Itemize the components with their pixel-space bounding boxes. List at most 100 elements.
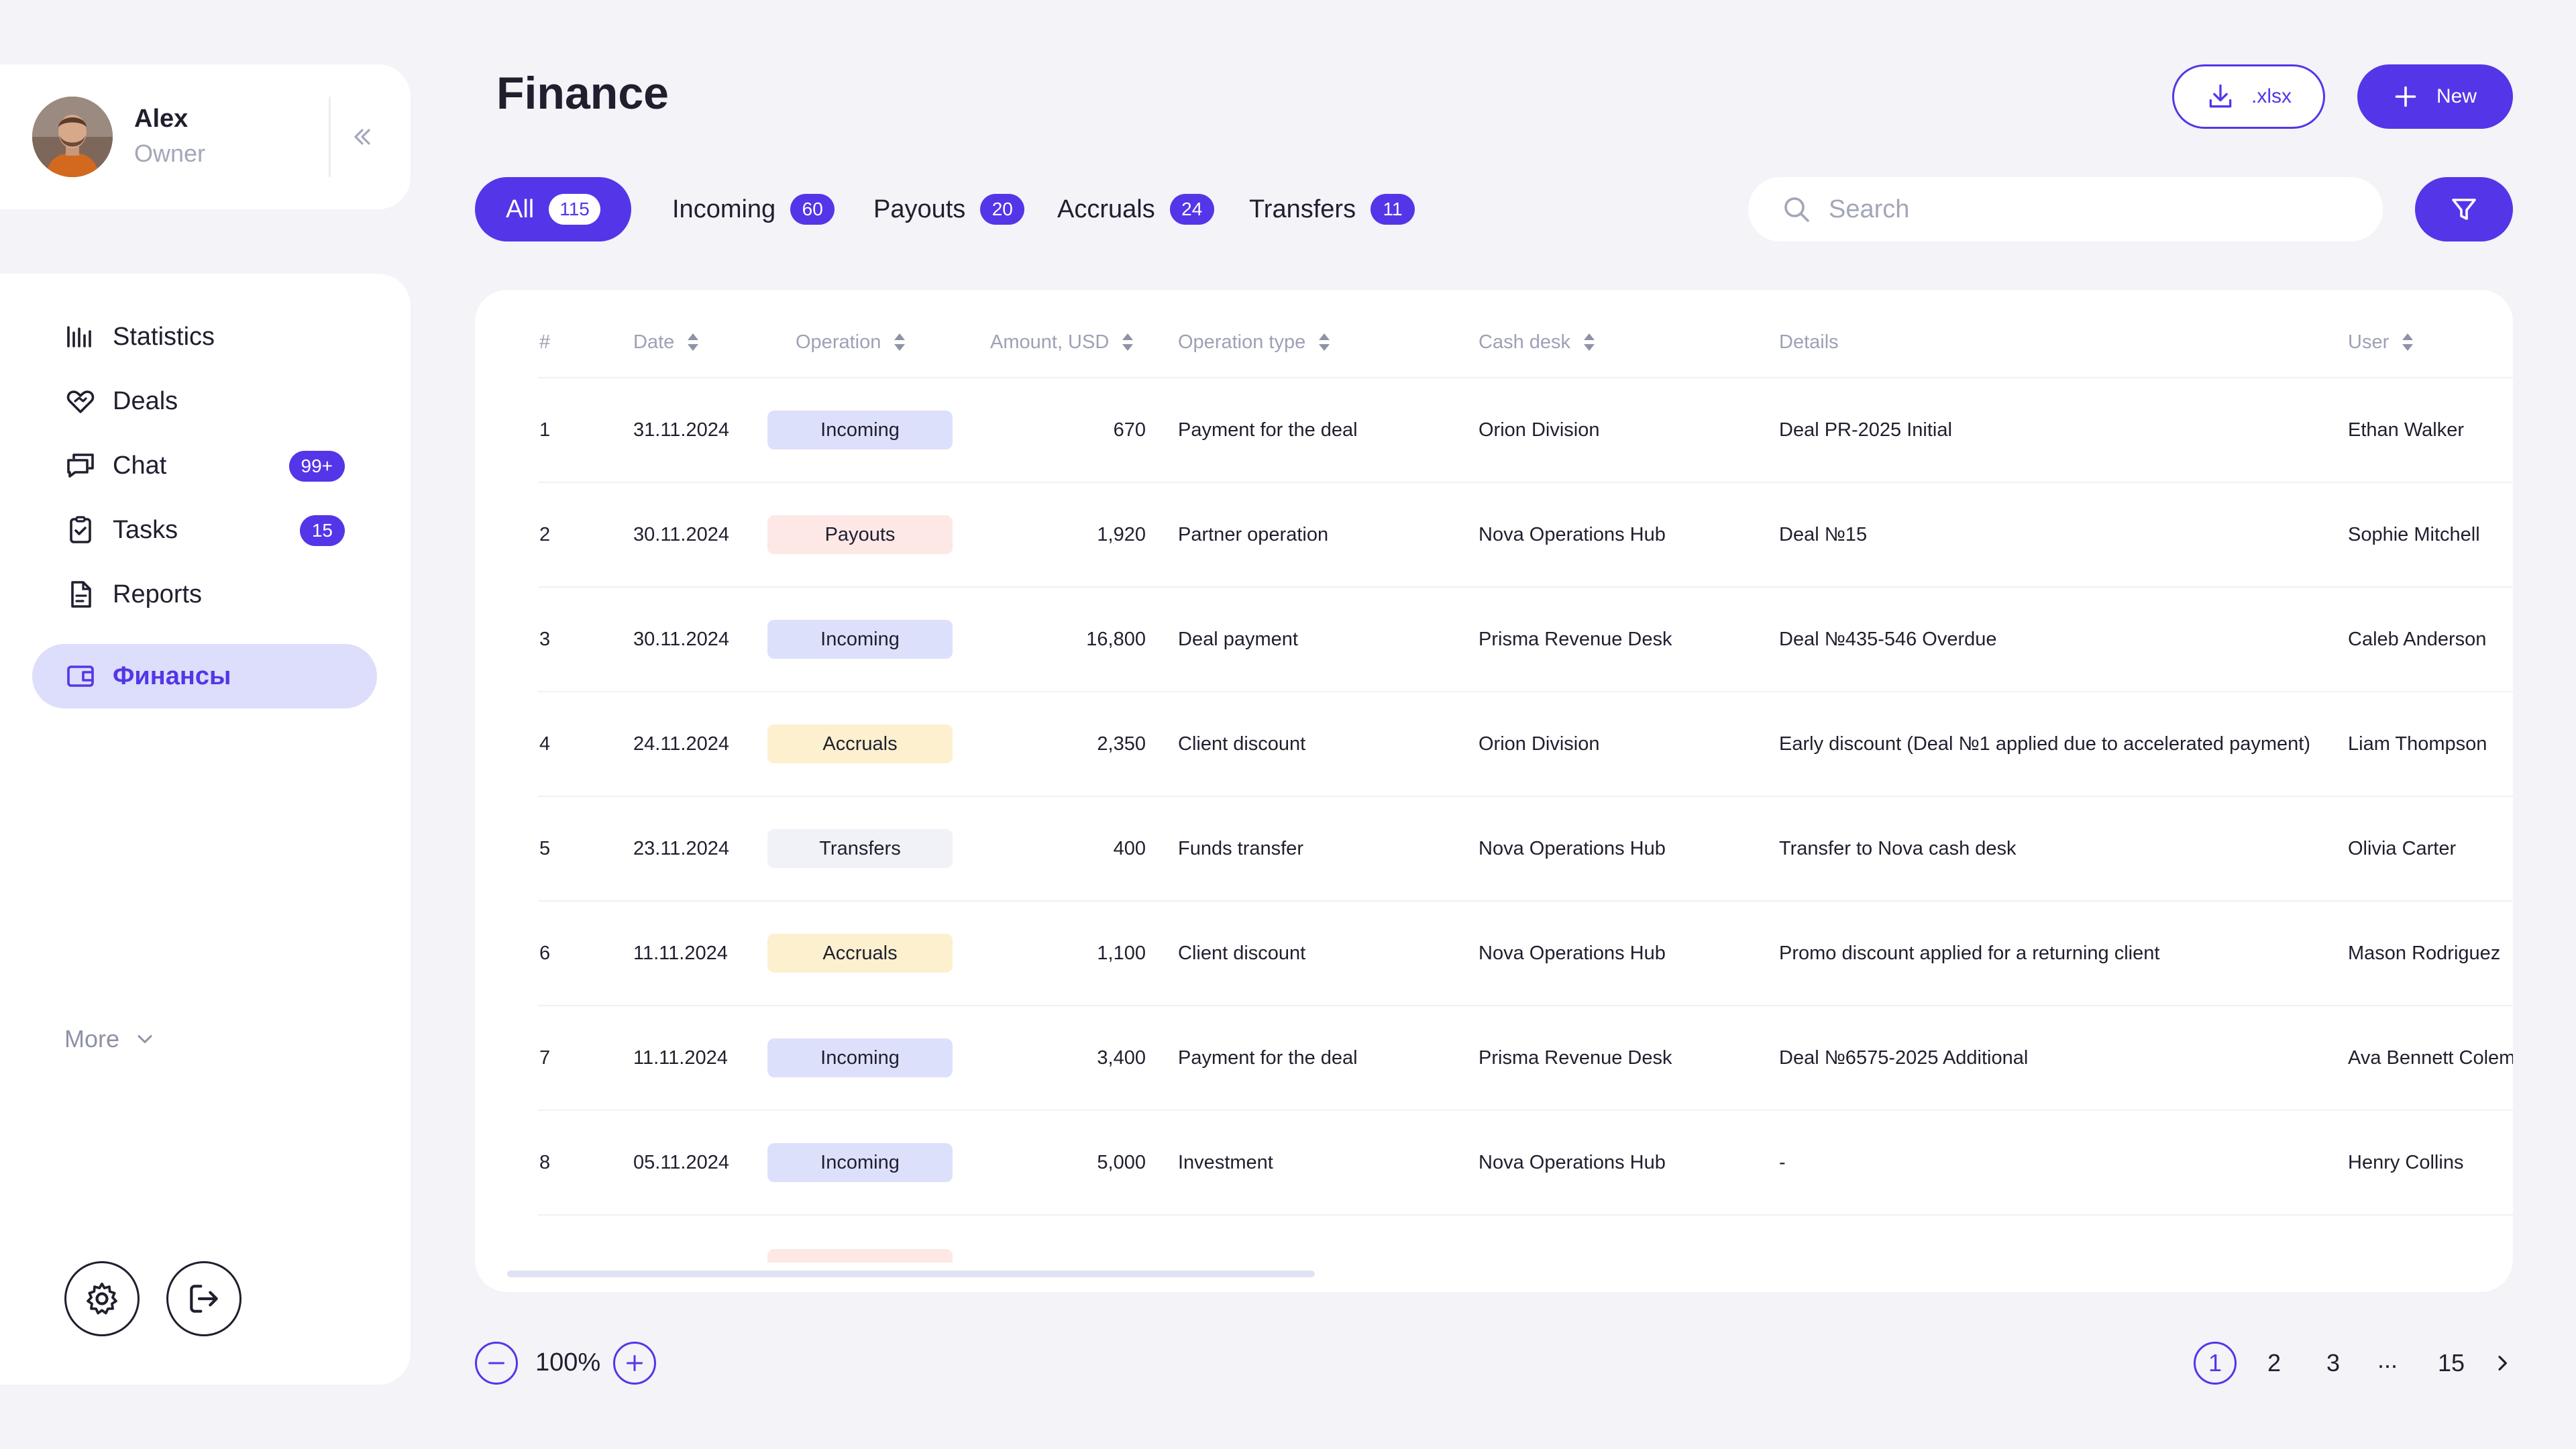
operation-chip: Payouts [767,515,953,554]
page-2[interactable]: 2 [2267,1349,2282,1377]
header-divider [538,377,2513,378]
horizontal-scrollbar[interactable] [507,1271,1315,1277]
search-input[interactable] [1829,195,2339,224]
row-details: Deal PR-2025 Initial [1779,419,1952,441]
col-user-header[interactable]: User [2348,322,2414,362]
page-1[interactable]: 1 [2194,1342,2237,1385]
row-user: Ava Bennett Coleman [2348,1046,2513,1069]
column-label: Amount, USD [990,331,1110,353]
sidebar-item-statistics[interactable]: Statistics [32,305,377,369]
row-operation-type: Client discount [1178,733,1306,755]
page-3[interactable]: 3 [2326,1349,2341,1377]
sort-toggle[interactable] [688,333,699,351]
next-page-button[interactable] [2486,1347,2518,1379]
col-operation-type-header[interactable]: Operation type [1178,322,1330,362]
column-label: Operation type [1178,331,1306,353]
tab-label: Transfers [1249,195,1356,223]
col-details-header: Details [1779,322,1839,362]
tab-accruals[interactable]: Accruals 24 [1057,177,1214,241]
row-cash-desk: Prisma Revenue Desk [1479,628,1672,650]
row-number: 1 [539,419,551,441]
row-divider [538,1214,2513,1216]
sort-toggle[interactable] [2402,333,2414,351]
profile-card: Alex Owner [0,64,411,209]
logout-button[interactable] [166,1261,241,1336]
table-row[interactable]: 4 24.11.2024 Accruals 2,350 Client discount O… [475,692,2513,797]
row-amount: 670 [1113,419,1146,441]
column-label: Details [1779,331,1839,353]
sort-toggle[interactable] [894,333,906,351]
document-icon [71,581,91,608]
sidebar-item-deals[interactable]: Deals [32,369,377,433]
table-row[interactable]: 8 05.11.2024 Incoming 5,000 Investment Nova O… [475,1111,2513,1216]
operation-chip: Accruals [767,724,953,763]
sort-toggle[interactable] [1584,333,1595,351]
table-row[interactable]: 3 30.11.2024 Incoming 16,800 Deal payment Pri… [475,588,2513,692]
sidebar-item-label: Reports [113,580,203,608]
row-divider [538,796,2513,797]
sort-toggle[interactable] [1122,333,1134,351]
new-button[interactable]: New [2357,64,2513,129]
row-user: Liam Thompson [2348,733,2487,755]
table-row[interactable]: 1 31.11.2024 Incoming 670 Payment for the de… [475,378,2513,483]
filter-button[interactable] [2415,177,2513,241]
col-cash-desk-header[interactable]: Cash desk [1479,322,1595,362]
row-operation-type: Partner operation [1178,523,1329,545]
tab-incoming[interactable]: Incoming 60 [672,177,835,241]
sort-icon [1584,333,1595,351]
row-operation-type: Payment for the deal [1178,419,1358,441]
table-row[interactable]: 7 11.11.2024 Incoming 3,400 Payment for the … [475,1006,2513,1111]
sort-icon [1319,333,1330,351]
sort-icon [1122,333,1134,351]
tab-transfers[interactable]: Transfers 11 [1249,177,1415,241]
column-label: # [539,331,551,353]
tab-count: 20 [980,194,1025,225]
row-cash-desk: Nova Operations Hub [1479,942,1666,964]
sidebar-more-toggle[interactable]: More [64,1025,157,1053]
table-row[interactable]: 2 30.11.2024 Payouts 1,920 Partner operation… [475,483,2513,588]
handshake-icon [66,390,95,413]
sidebar-item-chat[interactable]: Chat 99+ [32,433,377,498]
row-number: 4 [539,733,551,755]
zoom-out-button[interactable] [475,1342,518,1385]
row-number: 2 [539,523,551,545]
row-user: Ethan Walker [2348,419,2464,441]
col-amount-header[interactable]: Amount, USD [990,322,1134,362]
zoom-in-button[interactable] [613,1342,656,1385]
row-amount: 16,800 [1086,628,1146,650]
col-operation-header[interactable]: Operation [796,322,906,362]
tab-label: Incoming [672,195,776,223]
col-date-header[interactable]: Date [633,322,699,362]
collapse-sidebar-button[interactable] [346,121,378,153]
pagination-ellipsis: ... [2377,1346,2398,1373]
tab-all[interactable]: All 115 [475,177,631,241]
row-date: 31.11.2024 [633,419,729,441]
row-number: 7 [539,1046,551,1069]
logout-icon [190,1285,218,1313]
sidebar-item-finance[interactable]: Финансы [32,644,377,708]
row-divider [538,1110,2513,1111]
row-operation-type: Funds transfer [1178,837,1303,859]
table-row[interactable]: 6 11.11.2024 Accruals 1,100 Client discount N… [475,902,2513,1006]
chat-icon [67,453,94,478]
row-details: Early discount (Deal №1 applied due to a… [1779,733,2310,755]
row-details: - [1779,1151,1786,1173]
page-last[interactable]: 15 [2437,1349,2465,1377]
sidebar-item-tasks[interactable]: Tasks 15 [32,498,377,562]
sort-icon [2402,333,2414,351]
tab-count: 115 [549,194,600,225]
partial-row-chip [767,1249,953,1263]
export-label: .xlsx [2251,85,2292,107]
sort-toggle[interactable] [1319,333,1330,351]
export-xlsx-button[interactable]: .xlsx [2172,64,2325,129]
tab-payouts[interactable]: Payouts 20 [873,177,1025,241]
row-details: Deal №15 [1779,523,1868,545]
sidebar-item-reports[interactable]: Reports [32,562,377,627]
settings-button[interactable] [64,1261,140,1336]
table-row[interactable]: 5 23.11.2024 Transfers 400 Funds transfer Nov… [475,797,2513,902]
column-label: Cash desk [1479,331,1571,353]
chat-badge: 99+ [288,451,345,482]
row-amount: 1,100 [1097,942,1146,964]
row-date: 11.11.2024 [633,942,728,964]
avatar[interactable] [32,97,113,177]
